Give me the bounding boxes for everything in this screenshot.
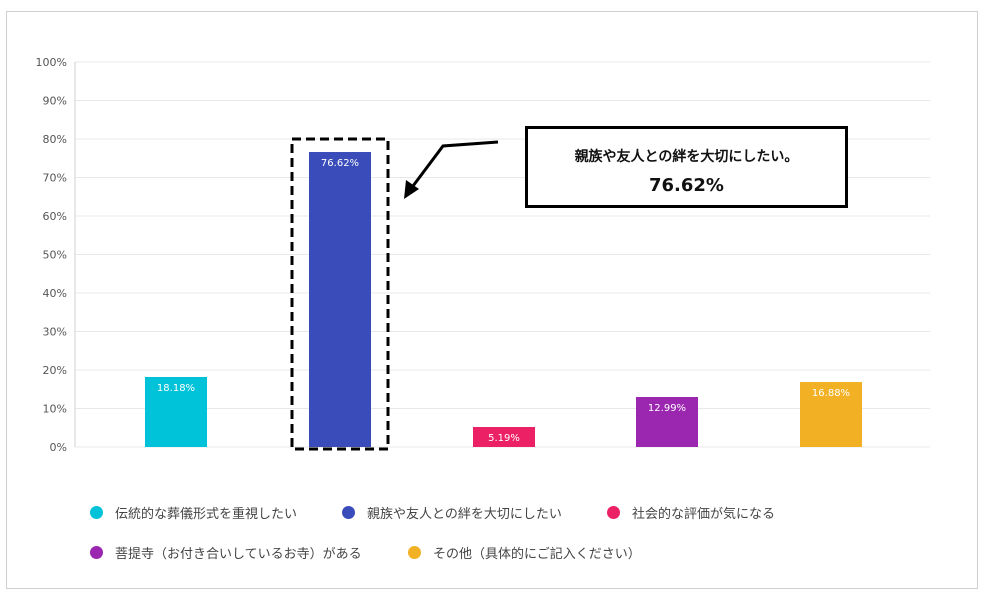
bars — [145, 152, 862, 447]
y-tick-label: 70% — [43, 172, 67, 185]
bar[interactable] — [800, 382, 862, 447]
legend-item[interactable]: 菩提寺（お付き合いしているお寺）がある — [90, 543, 362, 562]
callout-arrow-line — [408, 140, 499, 191]
y-tick-label: 100% — [36, 56, 67, 69]
y-tick-label: 10% — [43, 403, 67, 416]
y-axis: 0% 10% 20% 30% 40% 50% 60% 70% 80% 90% 100% — [36, 56, 76, 454]
highlight-annotation — [290, 137, 499, 451]
callout-arrow-head — [404, 180, 419, 199]
y-tick-label: 40% — [43, 287, 67, 300]
y-tick-label: 0% — [50, 441, 67, 454]
highlight-dashed-box — [290, 137, 390, 451]
y-tick-label: 30% — [43, 326, 67, 339]
bar-value-labels: 18.18% 76.62% 5.19% 12.99% 16.88% — [157, 158, 850, 444]
legend-dot-icon — [607, 506, 620, 519]
legend-dot-icon — [90, 546, 103, 559]
y-tick-label: 50% — [43, 249, 67, 262]
bar[interactable] — [309, 152, 371, 447]
legend-dot-icon — [342, 506, 355, 519]
bar[interactable] — [473, 427, 535, 447]
legend-label: その他（具体的にご記入ください） — [433, 547, 641, 562]
legend-item[interactable]: 社会的な評価が気になる — [607, 503, 775, 522]
grid-lines — [75, 61, 930, 448]
legend-label: 親族や友人との絆を大切にしたい — [367, 507, 562, 522]
legend-item[interactable]: その他（具体的にご記入ください） — [408, 543, 641, 562]
bar[interactable] — [636, 396, 698, 447]
legend-item[interactable]: 親族や友人との絆を大切にしたい — [342, 503, 562, 522]
chart-frame — [6, 11, 978, 589]
bar-value-label: 5.19% — [488, 433, 520, 444]
legend-dot-icon — [90, 506, 103, 519]
bar-value-label: 16.88% — [812, 388, 850, 399]
callout-value: 76.62% — [649, 175, 724, 196]
callout-label: 親族や友人との絆を大切にしたい。 — [574, 149, 799, 165]
y-tick-label: 90% — [43, 95, 67, 108]
legend-label: 菩提寺（お付き合いしているお寺）がある — [115, 547, 362, 562]
y-tick-label: 60% — [43, 210, 67, 223]
bar-value-label: 12.99% — [648, 403, 686, 414]
legend-label: 伝統的な葬儀形式を重視したい — [115, 507, 298, 522]
callout-box: 親族や友人との絆を大切にしたい。 76.62% — [525, 126, 848, 208]
legend-dot-icon — [408, 546, 421, 559]
bar-value-label: 18.18% — [157, 383, 195, 394]
y-tick-label: 80% — [43, 133, 67, 146]
legend-item[interactable]: 伝統的な葬儀形式を重視したい — [90, 503, 297, 522]
legend-label: 社会的な評価が気になる — [632, 507, 776, 522]
bar[interactable] — [145, 377, 207, 447]
bar-value-label: 76.62% — [321, 158, 359, 169]
y-tick-label: 20% — [43, 364, 67, 377]
